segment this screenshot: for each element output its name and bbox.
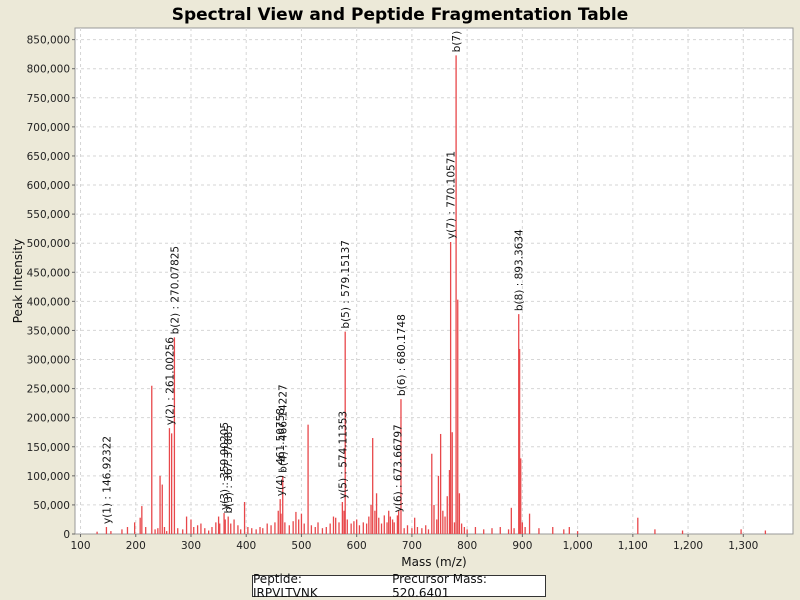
x-tick-label: 400 — [236, 540, 256, 552]
y-tick-label: 600,000 — [27, 180, 70, 192]
y-axis-label: Peak Intensity — [11, 239, 25, 324]
y-tick-label: 850,000 — [27, 35, 70, 47]
x-tick-label: 600 — [347, 540, 367, 552]
peak-annotation: y(5) : 574.11353 — [337, 411, 349, 499]
x-tick-label: 1,300 — [728, 540, 758, 552]
y-tick-label: 800,000 — [27, 64, 70, 76]
peak-annotation: y(7) : 770.10571 — [446, 151, 458, 239]
peak-annotation: b(5) : 579.15137 — [340, 240, 352, 329]
x-tick-label: 500 — [291, 540, 311, 552]
plot-area — [74, 27, 794, 535]
peak-annotation: y(3) : 359.90205 — [219, 422, 231, 510]
x-tick-label: 800 — [457, 540, 477, 552]
axis-ticks: 0 50,000 100,000 150,000 200,000 250,000 300,0… — [27, 35, 759, 552]
peak-annotation: b(2) : 270.07825 — [169, 246, 181, 335]
legend-peptide: Peptide: IRPVLTVNK — [253, 572, 318, 600]
peak-annotation: b(7) — [451, 31, 463, 53]
legend-precursor-mass: Precursor Mass: 520.6401 — [392, 572, 487, 600]
peak-annotation: y(6) : 673.66797 — [392, 424, 404, 512]
y-tick-label: 500,000 — [27, 238, 70, 250]
y-tick-label: 300,000 — [27, 355, 70, 367]
x-tick-label: 1,100 — [618, 540, 648, 552]
peak-annotation: y(1) : 146.92322 — [101, 436, 113, 524]
legend: Peptide: IRPVLTVNK Precursor Mass: 520.6… — [252, 572, 546, 600]
y-tick-label: 450,000 — [27, 267, 70, 279]
peak-annotations: y(1) : 146.92322 y(2) : 261.00256 b(2) : 2… — [101, 31, 525, 524]
y-tick-label: 150,000 — [27, 442, 70, 454]
x-tick-label: 300 — [181, 540, 201, 552]
peak-annotation: y(4) : 461.50758 — [275, 408, 287, 496]
y-tick-label: 50,000 — [33, 500, 70, 512]
chart-title: Spectral View and Peptide Fragmentation … — [172, 5, 629, 25]
y-tick-label: 100,000 — [27, 471, 70, 483]
y-tick-label: 250,000 — [27, 384, 70, 396]
peak-annotation: b(6) : 680.1748 — [396, 314, 408, 396]
x-tick-label: 200 — [126, 540, 146, 552]
peak-annotation: b(8) : 893.3634 — [514, 229, 526, 311]
y-tick-label: 350,000 — [27, 325, 70, 337]
x-tick-label: 100 — [70, 540, 90, 552]
peak-annotation: b(4) : 466.14227 — [278, 384, 290, 473]
x-tick-label: 1,000 — [563, 540, 593, 552]
peak-annotation: b(3) : 367.37885 — [223, 425, 235, 514]
peaks — [96, 55, 767, 534]
y-tick-label: 200,000 — [27, 413, 70, 425]
y-tick-label: 0 — [63, 529, 70, 541]
y-tick-label: 400,000 — [27, 296, 70, 308]
y-tick-label: 650,000 — [27, 151, 70, 163]
x-tick-label: 900 — [512, 540, 532, 552]
x-tick-label: 1,200 — [673, 540, 703, 552]
y-tick-label: 700,000 — [27, 122, 70, 134]
peak-annotation: y(2) : 261.00256 — [164, 337, 176, 425]
y-tick-label: 550,000 — [27, 209, 70, 221]
x-tick-label: 700 — [402, 540, 422, 552]
x-axis-label: Mass (m/z) — [401, 555, 466, 569]
grid — [75, 28, 793, 534]
y-tick-label: 750,000 — [27, 93, 70, 105]
